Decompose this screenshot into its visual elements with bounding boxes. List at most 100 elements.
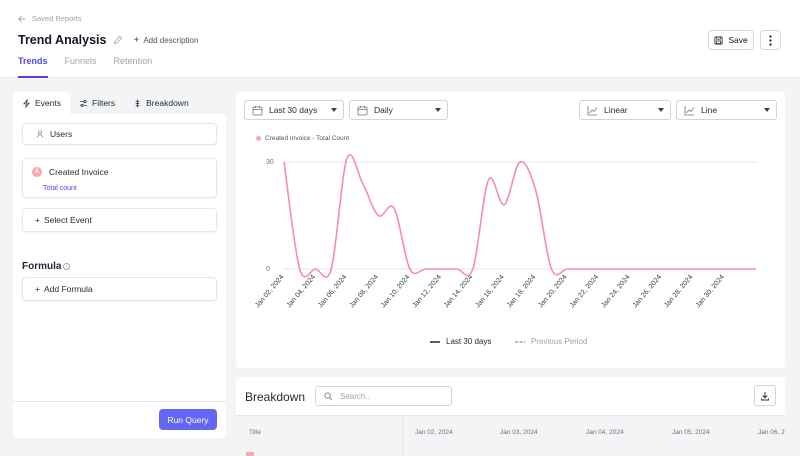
pencil-icon [114, 35, 123, 44]
users-selector[interactable]: Users [22, 123, 217, 145]
data-point[interactable] [314, 268, 317, 271]
data-point[interactable] [597, 268, 600, 271]
tab-breakdown[interactable]: Breakdown [124, 92, 198, 114]
chart-type-dropdown[interactable]: Line [676, 100, 777, 120]
scale-dropdown[interactable]: Linear [579, 100, 671, 120]
back-link[interactable]: Saved Reports [18, 14, 82, 23]
data-point[interactable] [345, 157, 348, 160]
calendar-icon [357, 105, 368, 115]
data-point[interactable] [755, 268, 758, 271]
more-options-button[interactable] [760, 30, 781, 50]
data-point[interactable] [644, 268, 647, 271]
query-builder-tabs: Events Filters Breakdown [13, 92, 226, 114]
x-tick-label: Jan 18, 2024 [506, 274, 537, 310]
tab-events[interactable]: Events [13, 92, 70, 114]
x-tick-label: Jan 20, 2024 [537, 274, 568, 310]
x-tick-label: Jan 04, 2024 [286, 274, 317, 310]
data-point[interactable] [456, 268, 459, 271]
breakdown-card: Breakdown Search.. Title Jan 02, 2024 Ja… [236, 377, 785, 456]
column-divider [402, 416, 403, 456]
add-description-button[interactable]: + Add description [133, 35, 198, 46]
tab-events-label: Events [35, 98, 61, 108]
back-label: Saved Reports [32, 14, 82, 23]
save-button[interactable]: Save [708, 30, 754, 50]
data-point[interactable] [440, 268, 443, 271]
date-range-dropdown[interactable]: Last 30 days [244, 100, 344, 120]
tab-filters[interactable]: Filters [70, 92, 124, 114]
row-color-marker [246, 452, 254, 456]
scale-value: Linear [604, 105, 628, 115]
column-header-date[interactable]: Jan 06, 2 [758, 429, 785, 436]
x-tick-label: Jan 26, 2024 [632, 274, 663, 310]
info-icon[interactable]: i [63, 263, 71, 270]
interval-dropdown[interactable]: Daily [349, 100, 448, 120]
add-formula-button[interactable]: + Add Formula [22, 277, 217, 301]
column-header-date[interactable]: Jan 02, 2024 [415, 429, 453, 436]
data-point[interactable] [660, 268, 663, 271]
lightning-icon [23, 98, 30, 108]
save-label: Save [728, 35, 748, 45]
breakdown-icon [135, 98, 140, 108]
column-header-date[interactable]: Jan 03, 2024 [500, 429, 538, 436]
chart-card: Last 30 days Daily Linear Line Created I… [236, 92, 785, 368]
add-description-label: Add description [143, 35, 199, 45]
breakdown-title: Breakdown [245, 390, 306, 404]
y-tick-label: 0 [266, 266, 270, 273]
users-label: Users [50, 129, 73, 139]
x-tick-label: Jan 08, 2024 [349, 274, 380, 310]
data-point[interactable] [613, 268, 616, 271]
tab-trends[interactable]: Trends [18, 56, 48, 78]
series-legend-label: Created Invoice - Total Count [265, 135, 350, 142]
data-point[interactable] [377, 214, 380, 217]
line-chart-icon [684, 105, 695, 115]
data-point[interactable] [283, 161, 286, 164]
data-point[interactable] [487, 178, 490, 181]
tab-funnels[interactable]: Funnels [64, 56, 97, 66]
run-query-button[interactable]: Run Query [159, 409, 217, 430]
tab-retention[interactable]: Retention [113, 56, 153, 66]
data-point[interactable] [503, 203, 506, 206]
download-button[interactable] [754, 385, 776, 406]
search-placeholder: Search.. [340, 391, 370, 401]
data-point[interactable] [330, 268, 333, 271]
data-point[interactable] [566, 268, 569, 271]
data-point[interactable] [707, 268, 710, 271]
chevron-down-icon [764, 108, 770, 112]
data-point[interactable] [519, 161, 522, 164]
tab-filters-label: Filters [92, 98, 116, 108]
chevron-down-icon [435, 108, 441, 112]
data-point[interactable] [298, 268, 301, 271]
legend-previous-period[interactable]: Previous Period [515, 337, 587, 346]
data-point[interactable] [739, 268, 742, 271]
data-point[interactable] [581, 268, 584, 271]
edit-title-button[interactable] [113, 35, 123, 45]
select-event-button[interactable]: + Select Event [22, 208, 217, 232]
x-tick-label: Jan 28, 2024 [663, 274, 694, 310]
column-header-title[interactable]: Title [249, 429, 262, 436]
data-point[interactable] [393, 207, 396, 210]
x-tick-label: Jan 30, 2024 [695, 274, 726, 310]
data-point[interactable] [424, 268, 427, 271]
data-point[interactable] [550, 268, 553, 271]
report-tabs: Trends Funnels Retention [18, 56, 152, 78]
data-point[interactable] [471, 268, 474, 271]
breakdown-search[interactable]: Search.. [315, 386, 452, 406]
plus-icon: + [133, 34, 140, 46]
page-header: Saved Reports Trend Analysis + Add descr… [0, 0, 800, 78]
data-point[interactable] [676, 268, 679, 271]
data-point[interactable] [408, 268, 411, 271]
save-icon [714, 35, 723, 45]
event-metric-link[interactable]: Total count [43, 185, 77, 192]
column-header-date[interactable]: Jan 05, 2024 [672, 429, 710, 436]
data-point[interactable] [361, 182, 364, 185]
data-point[interactable] [692, 268, 695, 271]
data-point[interactable] [534, 189, 537, 192]
legend-current-period[interactable]: Last 30 days [430, 337, 491, 346]
breakdown-table: Title Jan 02, 2024 Jan 03, 2024 Jan 04, … [236, 415, 785, 456]
data-point[interactable] [723, 268, 726, 271]
data-point[interactable] [629, 268, 632, 271]
column-header-date[interactable]: Jan 04, 2024 [586, 429, 624, 436]
x-tick-label: Jan 02, 2024 [254, 274, 285, 310]
event-card[interactable]: A Created Invoice Total count [22, 158, 217, 198]
interval-value: Daily [374, 105, 393, 115]
